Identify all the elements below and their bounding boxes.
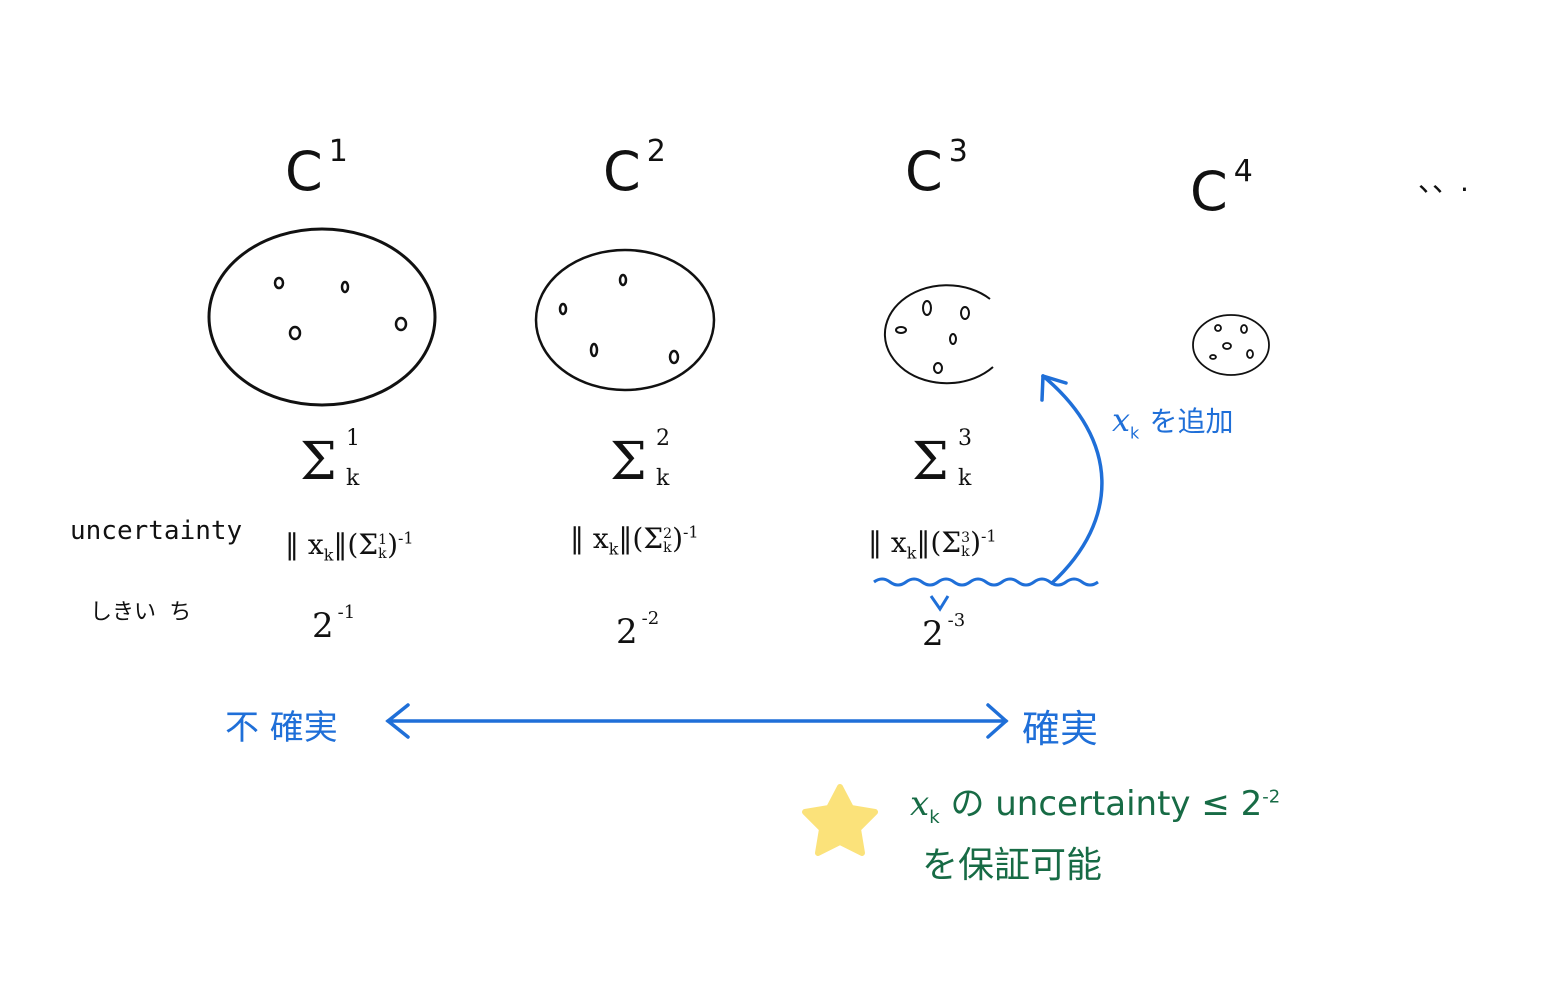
norm-sigma-sup: 2 bbox=[663, 525, 673, 542]
add-annotation-text: を追加 bbox=[1149, 405, 1234, 438]
set-c1-ellipse bbox=[207, 227, 437, 407]
sigma-subscript: k bbox=[656, 466, 670, 491]
sigma-1: Σ 1 k bbox=[300, 426, 360, 492]
sigma-symbol: Σ bbox=[300, 432, 337, 492]
set-c4-ellipse bbox=[1192, 314, 1270, 376]
sigma-subscript: k bbox=[958, 466, 972, 491]
add-annotation-sub: k bbox=[1130, 423, 1140, 443]
title-letter: C bbox=[285, 140, 323, 203]
add-annotation-var: x bbox=[1112, 401, 1131, 439]
guarantee-note-line2: を保証可能 bbox=[922, 845, 1103, 886]
threshold-exponent: -3 bbox=[947, 610, 966, 631]
norm-exponent: -1 bbox=[981, 526, 997, 546]
threshold-base: 2 bbox=[922, 614, 944, 654]
note-text: の uncertainty ≤ 2 bbox=[950, 784, 1263, 824]
sigma-symbol: Σ bbox=[610, 432, 647, 492]
norm-sigma-sub: k bbox=[378, 545, 387, 562]
note-var: x bbox=[910, 784, 930, 824]
norm-text: ‖ x bbox=[285, 528, 324, 561]
threshold-2: 2 -2 bbox=[616, 608, 659, 652]
title-superscript: 2 bbox=[646, 134, 666, 169]
norm-subscript: k bbox=[608, 539, 619, 559]
sigma-superscript: 3 bbox=[958, 426, 972, 451]
set-c3-ellipse bbox=[883, 284, 994, 385]
norm-sigma: ‖(Σ bbox=[618, 522, 664, 555]
title-superscript: 1 bbox=[328, 134, 348, 169]
norm-sigma-sub: k bbox=[663, 539, 672, 556]
norm-close: ) bbox=[672, 522, 683, 555]
norm-sigma-sub: k bbox=[961, 543, 970, 560]
title-letter: C bbox=[1190, 160, 1228, 223]
title-letter: C bbox=[603, 140, 641, 203]
certain-label: 確実 bbox=[1022, 707, 1099, 751]
norm-exponent: -1 bbox=[683, 522, 699, 542]
sigma-superscript: 2 bbox=[656, 426, 670, 451]
threshold-row-label: しきい ち bbox=[90, 600, 192, 625]
set-c2-ellipse bbox=[534, 248, 716, 392]
norm-subscript: k bbox=[323, 545, 334, 565]
norm-close: ) bbox=[387, 528, 398, 561]
star-icon bbox=[802, 784, 878, 856]
ellipsis: 、、. bbox=[1418, 165, 1469, 198]
threshold-exponent: -1 bbox=[337, 602, 356, 623]
title-letter: C bbox=[905, 140, 943, 203]
norm-sigma-sup: 1 bbox=[378, 531, 388, 548]
norm-sigma-sup: 3 bbox=[961, 529, 971, 546]
sigma-symbol: Σ bbox=[912, 432, 949, 492]
norm-close: ) bbox=[970, 526, 981, 559]
threshold-exponent: -2 bbox=[641, 608, 660, 629]
wavy-underline bbox=[873, 577, 1099, 587]
norm-exponent: -1 bbox=[398, 528, 414, 548]
uncertain-label: 不 確実 bbox=[225, 708, 338, 748]
add-arrow bbox=[1040, 374, 1104, 585]
norm-2: ‖ xk‖(Σ 2 k)-1 bbox=[570, 522, 699, 559]
threshold-base: 2 bbox=[616, 612, 638, 652]
certainty-scale-arrow bbox=[385, 703, 1009, 739]
guarantee-note-line1: xk の uncertainty ≤ 2-2 bbox=[910, 776, 1280, 828]
threshold-3: 2 -3 bbox=[922, 610, 965, 654]
norm-text: ‖ x bbox=[868, 526, 907, 559]
title-superscript: 4 bbox=[1233, 154, 1253, 189]
sigma-3: Σ 3 k bbox=[912, 426, 972, 492]
norm-sigma: ‖(Σ bbox=[333, 528, 379, 561]
norm-3: ‖ xk‖(Σ 3 k)-1 bbox=[868, 526, 997, 563]
note-exponent: -2 bbox=[1262, 786, 1281, 808]
norm-text: ‖ x bbox=[570, 522, 609, 555]
uncertainty-row-label: uncertainty bbox=[70, 516, 243, 546]
sigma-subscript: k bbox=[346, 466, 360, 491]
sigma-superscript: 1 bbox=[346, 426, 360, 451]
down-check-icon bbox=[929, 595, 950, 612]
add-annotation: xk を追加 bbox=[1112, 400, 1234, 442]
sigma-2: Σ 2 k bbox=[610, 426, 670, 492]
norm-sigma: ‖(Σ bbox=[916, 526, 962, 559]
title-superscript: 3 bbox=[948, 134, 968, 169]
threshold-1: 2 -1 bbox=[312, 602, 355, 646]
norm-1: ‖ xk‖(Σ 1 k)-1 bbox=[285, 528, 414, 565]
norm-subscript: k bbox=[906, 543, 917, 563]
threshold-base: 2 bbox=[312, 606, 334, 646]
note-sub: k bbox=[929, 806, 940, 828]
